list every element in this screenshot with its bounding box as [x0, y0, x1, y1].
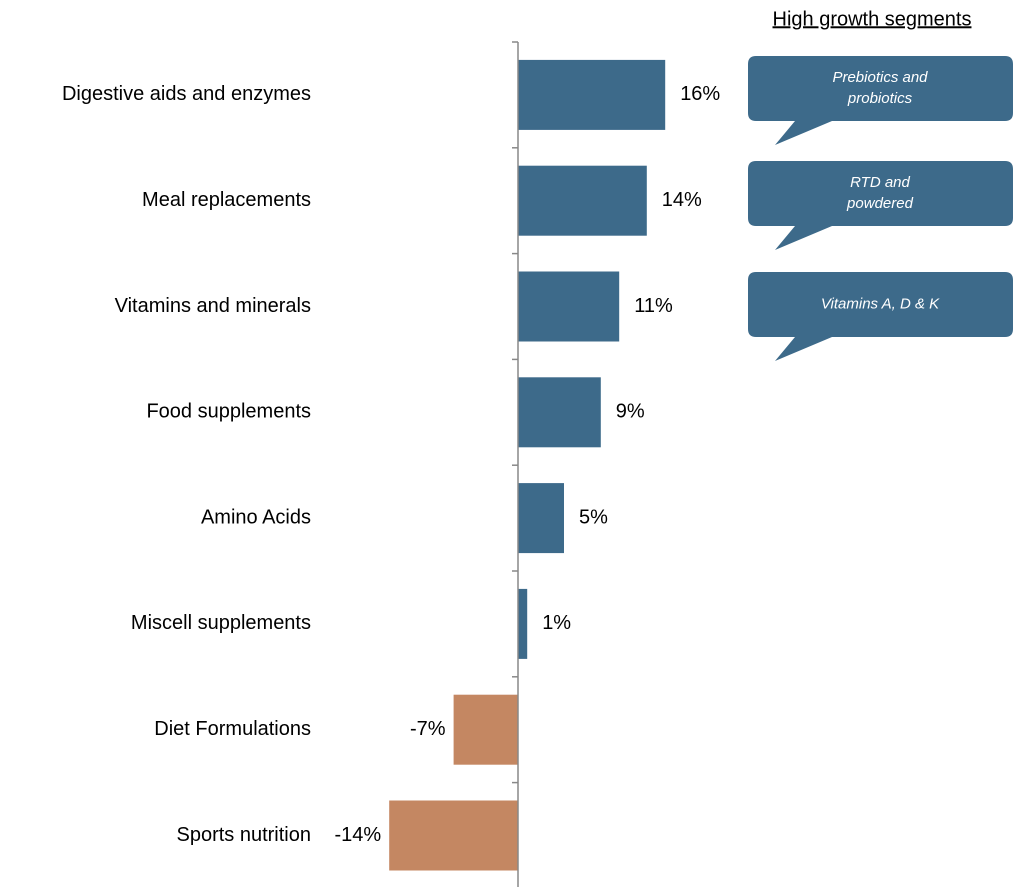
callout-box [748, 161, 1013, 250]
value-label: 11% [634, 295, 673, 317]
callout-text: powdered [846, 195, 914, 212]
bar [453, 694, 518, 765]
value-label: 9% [616, 401, 645, 423]
callout-box [748, 56, 1013, 145]
bar [518, 59, 666, 130]
value-label: -14% [334, 824, 381, 846]
value-label: 16% [680, 83, 720, 105]
bar [518, 165, 647, 236]
category-label: Digestive aids and enzymes [62, 83, 311, 105]
annotation-heading: High growth segments [773, 8, 972, 30]
category-label: Food supplements [146, 401, 311, 423]
callout-box [748, 272, 1013, 361]
value-label: 5% [579, 506, 608, 528]
category-label: Meal replacements [142, 189, 311, 211]
callout-text: probiotics [847, 90, 913, 107]
category-label: Vitamins and minerals [115, 295, 311, 317]
category-label: Amino Acids [201, 506, 311, 528]
category-label: Sports nutrition [176, 824, 311, 846]
callout-text: Prebiotics and [832, 69, 928, 86]
callout-text: Vitamins A, D & K [821, 295, 940, 312]
bar [389, 800, 518, 871]
callout-text: RTD and [850, 174, 910, 191]
bar [518, 483, 564, 554]
category-label: Miscell supplements [131, 612, 311, 634]
value-label: -7% [410, 718, 446, 740]
value-label: 1% [542, 612, 571, 634]
category-label: Diet Formulations [154, 718, 311, 740]
bar [518, 588, 528, 659]
value-label: 14% [662, 189, 702, 211]
bar [518, 377, 601, 448]
bar [518, 271, 620, 342]
